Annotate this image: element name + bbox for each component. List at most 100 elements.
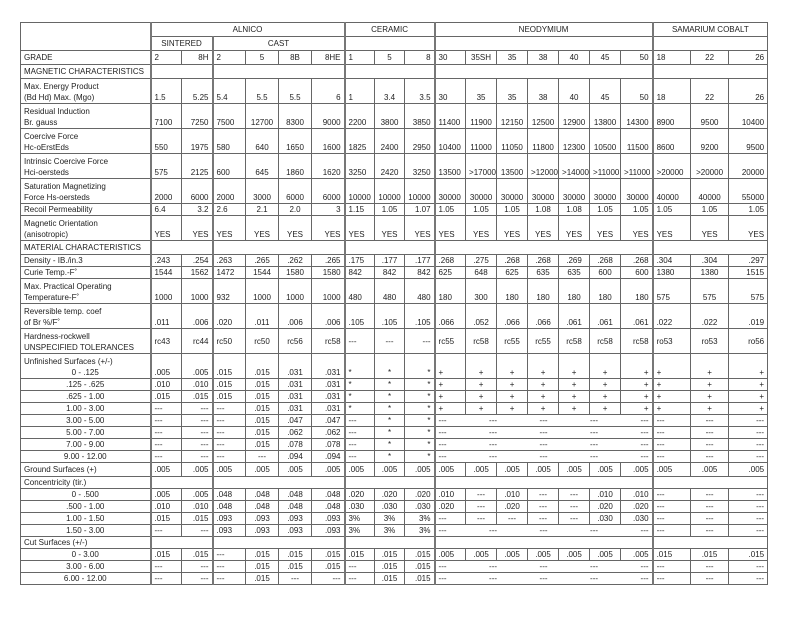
table-row: MAGNETIC CHARACTERISTICS [20, 64, 769, 79]
value-cell: .066 [527, 303, 560, 329]
row-label-line: 3.00 - 5.00 [66, 416, 105, 425]
value-cell: 5.5 [278, 78, 312, 104]
subgroup-empty [651, 36, 769, 51]
value-cell: 3800 [374, 103, 406, 129]
value-cell: + [527, 402, 560, 415]
value-cell: .005 [496, 462, 529, 477]
value-cell: --- [245, 450, 279, 463]
value-cell: .048 [245, 488, 279, 501]
value-cell: .062 [310, 426, 346, 439]
grade-cell: 26 [728, 50, 769, 65]
value-cell: 13500 [433, 153, 467, 179]
row-label: Magnetic Orientation (anisotropic) [20, 215, 151, 241]
subgroup-cast: CAST [211, 36, 346, 51]
value-cell: 550 [149, 128, 182, 154]
value-cell: .005 [149, 353, 182, 379]
value-cell: .030 [404, 500, 436, 513]
value-cell: .031 [278, 353, 312, 379]
value-cell: .005 [589, 462, 622, 477]
value-cell: 8300 [278, 103, 312, 129]
row-label: Density - IB./in.3 [20, 254, 151, 267]
value-cell: + [465, 353, 498, 379]
value-cell: --- [558, 488, 591, 501]
value-cell: 625 [496, 266, 529, 279]
row-label: Max. Energy Product (Bd Hd) Max. (Mgo) [20, 78, 151, 104]
value-cell: * [374, 378, 406, 391]
value-cell: 30000 [433, 178, 467, 204]
value-cell: .105 [374, 303, 406, 329]
value-cell: 1 [343, 78, 376, 104]
value-cell: 480 [343, 278, 376, 304]
value-cell: .022 [651, 303, 692, 329]
grade-cell: 18 [651, 50, 692, 65]
value-cell: * [374, 438, 406, 451]
value-cell: 8900 [651, 103, 692, 129]
value-cell: YES [245, 215, 279, 241]
value-cell: --- [690, 426, 730, 439]
value-cell: .304 [690, 254, 730, 267]
value-cell: .015 [404, 572, 436, 585]
value-cell: --- [539, 428, 548, 437]
value-cell: 1380 [651, 266, 692, 279]
value-cell: .175 [343, 254, 376, 267]
grade-cell: 8 [404, 50, 436, 65]
value-cell: .243 [149, 254, 182, 267]
value-cell: .061 [589, 303, 622, 329]
table-row: Residual Induction Br. gauss 7100 7250 7500 1… [20, 103, 769, 129]
row-label: Cut Surfaces (+/-) [20, 536, 151, 549]
value-cell: .047 [278, 414, 312, 427]
value-cell: 40 [558, 78, 591, 104]
value-cell: * [374, 450, 406, 463]
value-cell: 480 [404, 278, 436, 304]
value-cell: .015 [245, 378, 279, 391]
value-cell: .265 [245, 254, 279, 267]
grade-cell: 8HE [310, 50, 346, 65]
value-cell: .066 [496, 303, 529, 329]
row-label-line: Max. Energy Product [24, 82, 99, 91]
value-cell: 1000 [310, 278, 346, 304]
value-cell: 1580 [310, 266, 346, 279]
value-cell: 10400 [433, 128, 467, 154]
empty-cell [149, 240, 213, 255]
value-cell: 20000 [728, 153, 769, 179]
value-cell: + [620, 353, 654, 379]
value-cell: 1000 [181, 278, 213, 304]
value-cell: .005 [651, 462, 692, 477]
value-cell: 2125 [181, 153, 213, 179]
value-cell: --- [527, 500, 560, 513]
value-cell: .015 [278, 560, 312, 573]
value-cell: .005 [728, 462, 769, 477]
value-cell: --- [728, 414, 769, 427]
value-cell: 30000 [496, 178, 529, 204]
value-cell: 30000 [558, 178, 591, 204]
value-cell: .031 [310, 390, 346, 403]
magnet-properties-table: ALNICO CERAMIC NEODYMIUM SAMARIUM COBALT… [20, 22, 769, 585]
value-cell: 842 [343, 266, 376, 279]
row-label: Residual Induction Br. gauss [20, 103, 151, 129]
value-cell: rc58 [620, 328, 654, 354]
value-cell: * [374, 414, 406, 427]
value-cell: * [404, 414, 436, 427]
value-cell: --- [181, 450, 213, 463]
value-cell: --- [438, 428, 447, 437]
value-cell: + [620, 390, 654, 403]
value-cell: YES [728, 215, 769, 241]
value-cell: --- [343, 328, 376, 354]
value-cell: .030 [620, 512, 654, 525]
value-cell: + [527, 390, 560, 403]
row-label-line: MAGNETIC CHARACTERISTICS [24, 67, 145, 76]
value-cell: --- [489, 440, 498, 449]
value-cell: 1472 [211, 266, 246, 279]
value-cell: .005 [620, 548, 654, 561]
value-cell: 3.4 [374, 78, 406, 104]
value-cell: .015 [245, 402, 279, 415]
row-label-line: Saturation Magnetizing [24, 182, 106, 191]
value-cell: + [433, 390, 467, 403]
row-label-line: Coercive Force [24, 132, 79, 141]
value-cell: --- [278, 572, 312, 585]
value-cell: 575 [728, 278, 769, 304]
value-cell: 2000 [211, 178, 246, 204]
neodymium-values-row: --- --- --- --- --- [439, 574, 649, 584]
value-cell: .011 [149, 303, 182, 329]
value-cell: 6000 [310, 178, 346, 204]
